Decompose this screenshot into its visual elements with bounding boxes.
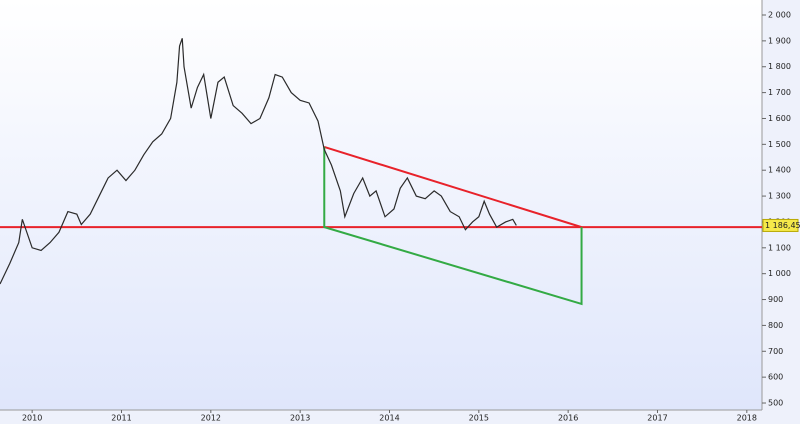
trendline	[323, 146, 583, 306]
y-tick-label: 1 400	[768, 166, 791, 175]
y-tick-label: 1 600	[768, 114, 791, 123]
y-tick-label: 1 500	[768, 140, 791, 149]
x-tick-label: 2015	[469, 414, 489, 423]
y-tick-label: 600	[768, 373, 783, 382]
x-tick-label: 2014	[379, 414, 399, 423]
trendline	[323, 145, 582, 229]
last-price-box	[762, 218, 799, 232]
y-tick-label: 1 800	[768, 62, 791, 71]
y-tick-label: 700	[768, 347, 783, 356]
y-tick-label: 500	[768, 399, 783, 408]
x-tick-label: 2011	[111, 414, 131, 423]
x-tick-label: 2017	[647, 414, 667, 423]
x-tick-label: 2010	[22, 414, 42, 423]
y-tick-label: 900	[768, 295, 783, 304]
y-tick-label: 1 300	[768, 192, 791, 201]
y-tick-label: 800	[768, 321, 783, 330]
x-tick-label: 2018	[737, 414, 757, 423]
last-price-label: 1 186,45	[765, 221, 800, 230]
x-tick-label: 2016	[558, 414, 578, 423]
x-tick-label: 2013	[290, 414, 310, 423]
y-tick-label: 1 700	[768, 88, 791, 97]
y-axis-panel	[762, 0, 800, 424]
y-tick-label: 1 000	[768, 269, 791, 278]
y-tick-label: 1 900	[768, 36, 791, 45]
y-tick-label: 1 100	[768, 243, 791, 252]
x-axis-panel	[0, 410, 762, 424]
price-line	[0, 38, 517, 285]
x-tick-label: 2012	[201, 414, 221, 423]
y-tick-label: 2 000	[768, 11, 791, 20]
